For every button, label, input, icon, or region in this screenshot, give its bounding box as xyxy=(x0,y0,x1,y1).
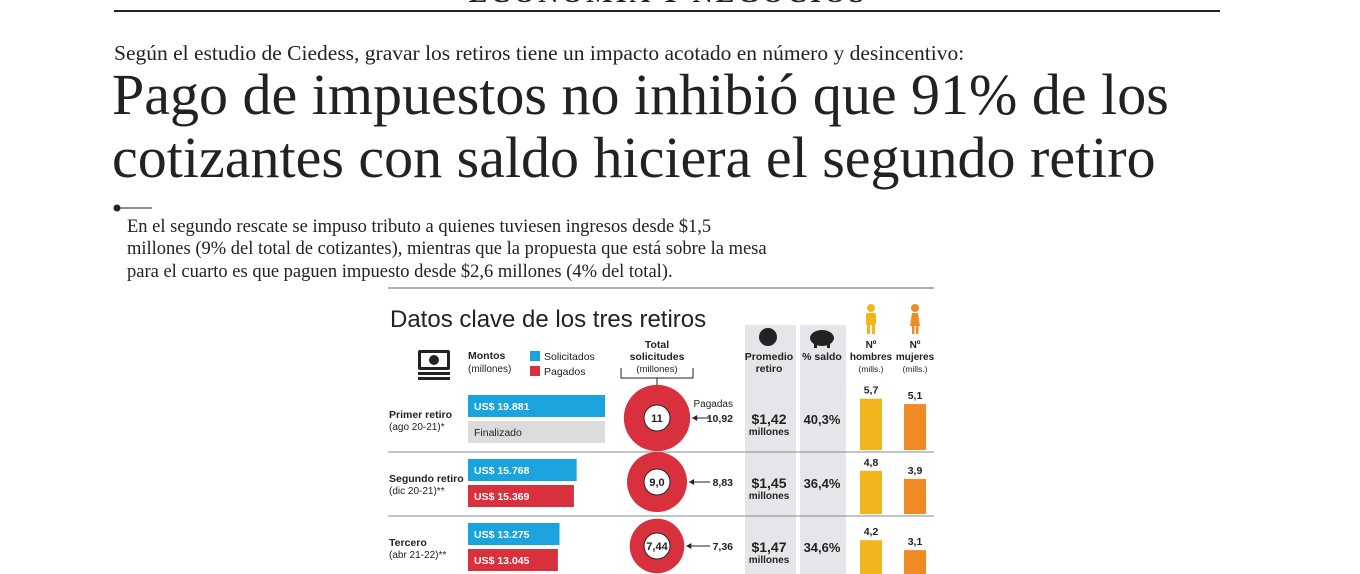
bar-value: 5,1 xyxy=(908,390,923,402)
section-title: ECONOMÍA Y NEGOCIOS xyxy=(469,0,868,9)
arrowhead xyxy=(692,415,698,421)
donut-hole xyxy=(643,532,671,560)
bar-pagados xyxy=(468,549,558,571)
bar-value: 5,7 xyxy=(864,385,879,397)
arrowhead xyxy=(689,479,694,485)
legend-unit: (millones) xyxy=(468,364,511,375)
column-header: Nº xyxy=(910,340,921,351)
pagadas-value: 7,36 xyxy=(713,541,734,553)
bar-label: US$ 19.881 xyxy=(474,401,530,413)
headline: Pago de impuestos no inhibió que 91% de … xyxy=(112,62,1169,127)
bar-mujeres xyxy=(904,478,926,514)
bar-mujeres xyxy=(904,550,926,574)
legend-label: Montos xyxy=(468,350,505,362)
status-box xyxy=(468,421,605,443)
donut-label: 7,44 xyxy=(646,541,668,553)
bar-label: US$ 13.275 xyxy=(474,529,530,541)
legend-entry: Pagados xyxy=(544,366,585,378)
promedio: $1,45 xyxy=(751,475,786,491)
bar-hombres xyxy=(860,470,882,514)
row-name: Primer retiro xyxy=(389,409,452,421)
lead: En el segundo rescate se impuso tributo … xyxy=(127,217,711,237)
saldo: 40,3% xyxy=(804,412,841,427)
row-period: (dic 20-21)** xyxy=(389,486,445,497)
bar-solicitados xyxy=(468,459,577,481)
pagadas-value: 8,83 xyxy=(713,477,734,489)
bar-value: 3,1 xyxy=(908,536,923,548)
column-bg xyxy=(800,325,846,574)
bracket xyxy=(620,368,694,386)
row-name: Segundo retiro xyxy=(389,473,464,485)
bar-hombres xyxy=(860,540,882,574)
bar-label: US$ 13.045 xyxy=(474,555,530,567)
column-header: solicitudes xyxy=(630,351,685,363)
money-icon xyxy=(418,350,450,380)
donut-label: 11 xyxy=(651,413,663,425)
column-bg xyxy=(745,325,796,574)
column-header: (mills.) xyxy=(858,364,883,374)
bar-solicitados xyxy=(468,523,560,545)
legend-entry: Solicitados xyxy=(544,351,595,363)
dollar-icon: $ xyxy=(759,328,777,346)
saldo: 36,4% xyxy=(804,476,841,491)
column-header: retiro xyxy=(756,363,783,375)
saldo: 34,6% xyxy=(804,540,841,555)
pagadas-value: 10,92 xyxy=(707,413,733,425)
promedio: $1,47 xyxy=(751,539,786,555)
arrowhead xyxy=(686,543,692,549)
legend-swatch xyxy=(530,366,540,376)
column-header: (mills.) xyxy=(902,364,927,374)
promedio-unit: millones xyxy=(749,491,790,502)
donut-hole xyxy=(643,404,671,432)
kicker: Según el estudio de Ciedess, gravar los … xyxy=(114,41,964,65)
bar-value: 3,9 xyxy=(908,465,923,477)
infographic-title: Datos clave de los tres retiros xyxy=(390,306,706,333)
promedio-unit: millones xyxy=(749,427,790,438)
piggy-icon: $ xyxy=(810,330,834,348)
lead: millones (9% del total de cotizantes), m… xyxy=(127,239,767,259)
column-header: mujeres xyxy=(896,352,935,363)
bar-solicitados xyxy=(468,395,605,417)
legend-swatch xyxy=(530,351,540,361)
bar-value: 4,2 xyxy=(864,526,879,538)
column-header: Nº xyxy=(866,340,877,351)
bar-hombres xyxy=(860,398,882,450)
svg-text:$: $ xyxy=(764,330,772,345)
promedio: $1,42 xyxy=(751,411,786,427)
status-label: Finalizado xyxy=(474,427,522,439)
lead: para el cuarto es que paguen impuesto de… xyxy=(127,262,673,282)
row-name: Tercero xyxy=(389,537,427,549)
column-header: hombres xyxy=(850,352,893,363)
woman-icon xyxy=(910,304,920,334)
svg-text:$: $ xyxy=(821,333,827,345)
column-header: Promedio xyxy=(745,351,793,363)
row-period: (ago 20-21)* xyxy=(389,422,445,433)
column-header: Total xyxy=(645,339,669,351)
row-period: (abr 21-22)** xyxy=(389,550,446,561)
bar-value: 4,8 xyxy=(864,457,879,469)
headline: cotizantes con saldo hiciera el segundo … xyxy=(112,125,1156,190)
donut-label: 9,0 xyxy=(649,477,664,489)
pagadas-title: Pagadas xyxy=(694,399,733,410)
donut-hole xyxy=(643,468,671,496)
column-header: (millones) xyxy=(636,364,677,375)
promedio-unit: millones xyxy=(749,555,790,566)
bar-label: US$ 15.369 xyxy=(474,491,530,503)
bar-mujeres xyxy=(904,404,926,450)
bar-label: US$ 15.768 xyxy=(474,465,530,477)
bar-pagados xyxy=(468,485,574,507)
man-icon xyxy=(866,304,876,334)
column-header: % saldo xyxy=(802,351,842,363)
